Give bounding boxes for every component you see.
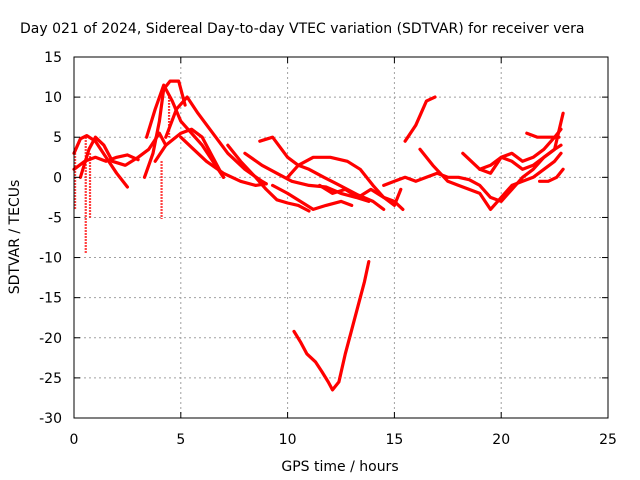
x-tick-label: 15 <box>385 432 403 448</box>
x-tick-label: 10 <box>279 432 297 448</box>
series-sat-o <box>292 260 371 392</box>
chart-title: Day 021 of 2024, Sidereal Day-to-day VTE… <box>20 21 584 37</box>
x-tick-label: 25 <box>599 432 617 448</box>
series-sat-t <box>478 111 565 171</box>
series-sat-s <box>461 127 563 175</box>
y-tick-label: 0 <box>53 170 62 186</box>
y-tick-label: 5 <box>53 130 62 146</box>
y-tick-label: -10 <box>39 251 62 267</box>
x-tick-label: 20 <box>492 432 510 448</box>
y-tick-label: -5 <box>48 210 62 226</box>
series-sat-e <box>145 83 226 179</box>
y-tick-label: -15 <box>39 291 62 307</box>
series-sat-u <box>525 131 561 139</box>
series-sat-l <box>271 183 354 211</box>
series-sat-m <box>286 155 403 207</box>
series-sat-r <box>418 147 563 211</box>
plot-frame <box>73 56 609 419</box>
x-axis-label: GPS time / hours <box>281 459 398 475</box>
series-sat-f <box>153 127 226 179</box>
y-axis-label: SDTVAR / TECUs <box>7 180 23 295</box>
y-tick-label: -25 <box>39 371 62 387</box>
series-sat-p <box>382 143 563 203</box>
y-tick-label: 15 <box>44 50 62 66</box>
series-sat-n <box>318 183 405 211</box>
series-sat-q <box>403 95 437 143</box>
series-sat-a <box>72 134 129 189</box>
y-tick-label: 10 <box>44 90 62 106</box>
series-sat-j <box>243 151 371 203</box>
series-group <box>72 79 565 392</box>
x-tick-label: 5 <box>176 432 185 448</box>
series-sat-i <box>226 143 311 213</box>
axes: 0 5 10 15 20 25 15 10 5 0 -5 -10 -15 -20 -25 -30 <box>39 50 617 448</box>
y-tick-label: -30 <box>39 411 62 427</box>
series-sat-k <box>258 135 386 211</box>
x-tick-label: 0 <box>70 432 79 448</box>
series-sat-h <box>179 135 268 187</box>
y-tick-label: -20 <box>39 331 62 347</box>
series-sat-v <box>538 167 565 183</box>
